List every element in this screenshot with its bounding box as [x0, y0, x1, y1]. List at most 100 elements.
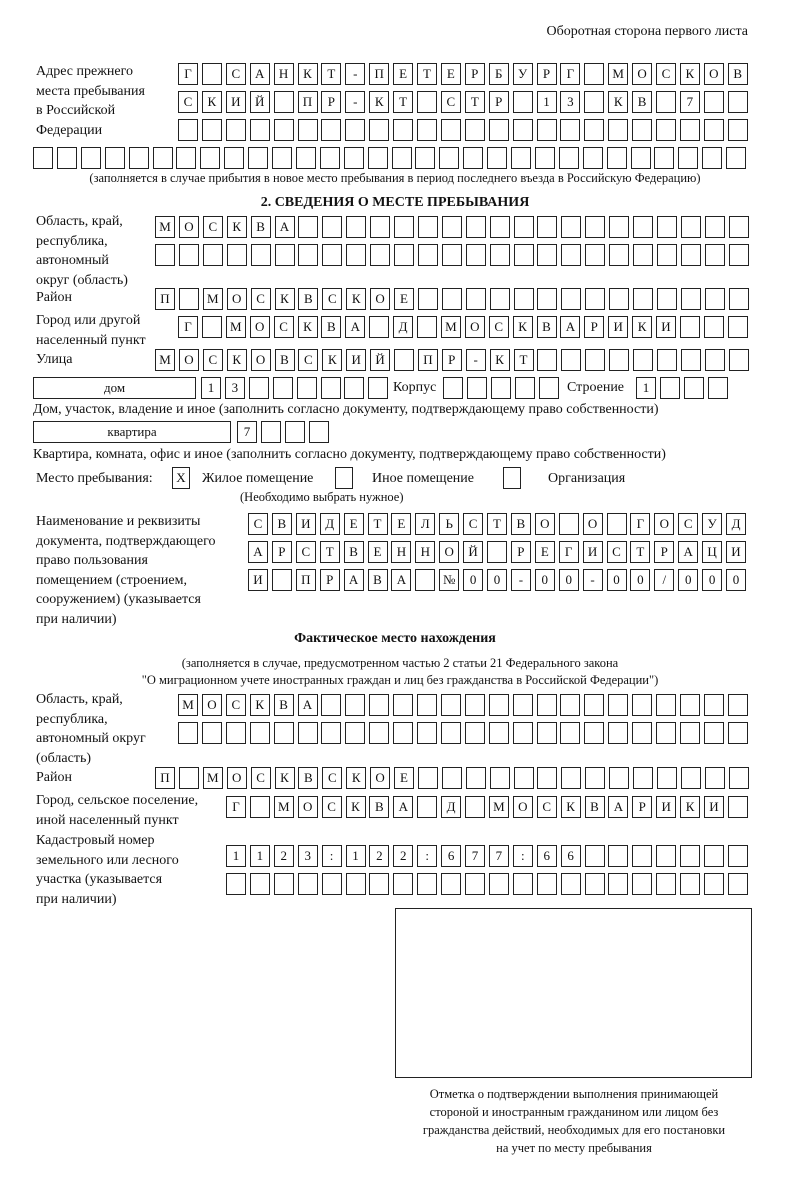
char-box[interactable]: Н — [273, 63, 294, 85]
char-box[interactable]: А — [560, 316, 581, 338]
char-box[interactable] — [656, 722, 676, 744]
char-box[interactable] — [537, 349, 558, 371]
char-box[interactable]: 2 — [393, 845, 414, 867]
char-box[interactable] — [33, 147, 53, 169]
char-box[interactable] — [248, 147, 269, 169]
char-box[interactable] — [297, 873, 318, 895]
char-box[interactable] — [728, 244, 749, 266]
char-box[interactable]: 6 — [560, 845, 581, 867]
char-box[interactable]: - — [465, 349, 486, 371]
char-box[interactable]: В — [250, 216, 271, 238]
char-box[interactable] — [321, 119, 342, 141]
char-box[interactable] — [284, 421, 305, 443]
char-box[interactable] — [490, 377, 511, 399]
char-box[interactable]: С — [273, 316, 294, 338]
char-box[interactable]: И — [225, 91, 246, 113]
char-box[interactable] — [224, 147, 245, 169]
char-box[interactable]: М — [608, 63, 629, 85]
char-box[interactable]: К — [346, 767, 367, 789]
char-box[interactable] — [298, 216, 319, 238]
char-box[interactable] — [489, 288, 510, 310]
char-box[interactable] — [441, 244, 462, 266]
char-box[interactable]: В — [584, 796, 605, 818]
char-box[interactable] — [369, 722, 390, 744]
char-box[interactable] — [417, 722, 437, 744]
char-box[interactable] — [727, 694, 748, 716]
flat-type-field[interactable]: квартира — [33, 421, 231, 443]
char-box[interactable]: У — [512, 63, 533, 85]
char-box[interactable]: Т — [319, 541, 340, 563]
char-box[interactable]: 3 — [560, 91, 581, 113]
char-box[interactable] — [585, 767, 606, 789]
char-box[interactable] — [727, 119, 748, 141]
char-box[interactable] — [345, 722, 366, 744]
char-box[interactable] — [513, 767, 534, 789]
char-box[interactable] — [488, 119, 509, 141]
char-box[interactable]: Ь — [439, 513, 460, 535]
char-box[interactable] — [608, 873, 629, 895]
char-box[interactable] — [272, 377, 293, 399]
char-box[interactable]: Й — [370, 349, 391, 371]
char-box[interactable]: 7 — [488, 845, 509, 867]
char-box[interactable] — [393, 722, 414, 744]
char-box[interactable] — [679, 119, 700, 141]
char-box[interactable] — [513, 244, 534, 266]
char-box[interactable] — [417, 119, 437, 141]
char-box[interactable]: К — [346, 288, 367, 310]
char-box[interactable] — [654, 147, 675, 169]
char-box[interactable] — [152, 147, 173, 169]
char-box[interactable] — [368, 377, 389, 399]
char-box[interactable]: 3 — [224, 377, 245, 399]
char-box[interactable]: 0 — [726, 569, 746, 591]
char-box[interactable] — [394, 216, 414, 238]
char-box[interactable]: О — [703, 63, 724, 85]
char-box[interactable] — [560, 722, 581, 744]
char-box[interactable] — [536, 722, 557, 744]
char-box[interactable] — [538, 377, 559, 399]
char-box[interactable]: Е — [394, 288, 414, 310]
char-box[interactable] — [296, 377, 317, 399]
char-box[interactable] — [417, 873, 438, 895]
char-box[interactable] — [536, 873, 557, 895]
char-box[interactable]: М — [225, 316, 246, 338]
char-box[interactable] — [633, 349, 653, 371]
char-box[interactable] — [656, 873, 677, 895]
char-box[interactable]: С — [606, 541, 627, 563]
char-box[interactable] — [703, 694, 724, 716]
char-box[interactable]: П — [295, 569, 316, 591]
char-box[interactable] — [155, 244, 175, 266]
char-box[interactable]: О — [201, 694, 222, 716]
char-box[interactable] — [393, 873, 414, 895]
char-box[interactable] — [656, 216, 677, 238]
char-box[interactable]: М — [202, 288, 223, 310]
char-box[interactable]: С — [536, 796, 557, 818]
char-box[interactable] — [728, 288, 749, 310]
stay-option-other-checkbox[interactable] — [335, 467, 353, 489]
char-box[interactable] — [606, 513, 627, 535]
char-box[interactable]: С — [488, 316, 509, 338]
char-box[interactable]: М — [440, 316, 461, 338]
char-box[interactable] — [704, 845, 724, 867]
char-box[interactable]: 1 — [226, 845, 246, 867]
char-box[interactable]: А — [608, 796, 629, 818]
char-box[interactable]: В — [298, 288, 319, 310]
char-box[interactable] — [440, 722, 461, 744]
char-box[interactable] — [201, 119, 222, 141]
char-box[interactable]: - — [345, 63, 366, 85]
char-box[interactable]: 0 — [678, 569, 699, 591]
char-box[interactable] — [680, 216, 701, 238]
char-box[interactable] — [537, 767, 558, 789]
char-box[interactable] — [727, 91, 748, 113]
char-box[interactable]: 1 — [345, 845, 366, 867]
char-box[interactable] — [630, 147, 651, 169]
char-box[interactable]: Р — [271, 541, 292, 563]
char-box[interactable]: С — [298, 349, 319, 371]
char-box[interactable]: 0 — [702, 569, 723, 591]
char-box[interactable] — [464, 119, 485, 141]
char-box[interactable]: № — [439, 569, 460, 591]
char-box[interactable] — [463, 147, 484, 169]
char-box[interactable]: С — [321, 796, 342, 818]
char-box[interactable]: Е — [367, 541, 388, 563]
char-box[interactable]: М — [202, 767, 223, 789]
char-box[interactable] — [537, 288, 558, 310]
